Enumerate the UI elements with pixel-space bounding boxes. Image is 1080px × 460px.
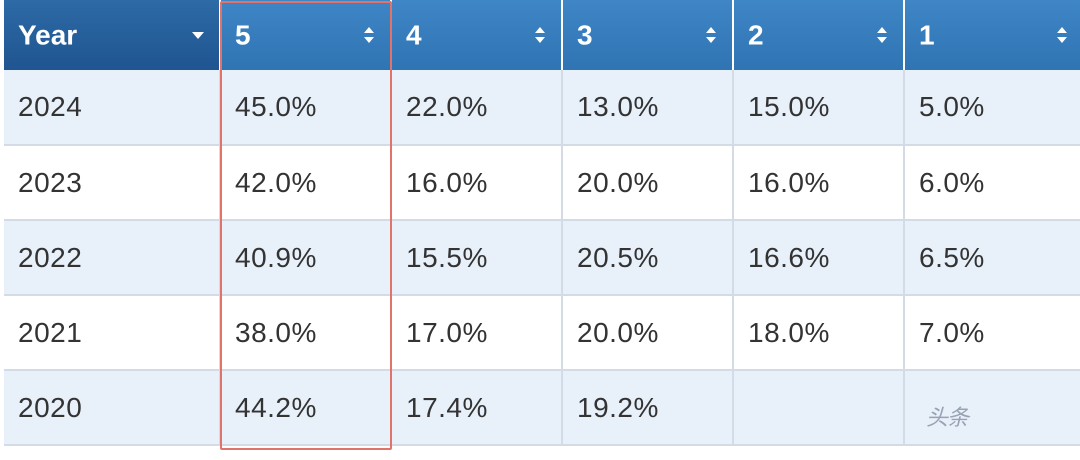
column-header-label: 3 — [577, 19, 593, 51]
column-header-label: 1 — [919, 19, 935, 51]
cell-1: 6.5% — [904, 220, 1080, 296]
column-header-label: 4 — [406, 19, 422, 51]
data-table: Year 5 4 3 — [4, 0, 1080, 446]
column-header-4[interactable]: 4 — [391, 0, 563, 70]
column-header-2[interactable]: 2 — [733, 0, 905, 70]
table-row: 2024 45.0% 22.0% 13.0% 15.0% 5.0% — [4, 70, 1080, 146]
table-row: 2023 42.0% 16.0% 20.0% 16.0% 6.0% — [4, 145, 1080, 221]
table-body: 2024 45.0% 22.0% 13.0% 15.0% 5.0% 2023 4… — [4, 70, 1080, 446]
cell-4: 16.0% — [391, 145, 563, 221]
column-header-3[interactable]: 3 — [562, 0, 734, 70]
cell-3: 20.0% — [562, 295, 734, 371]
cell-5: 44.2% — [220, 370, 392, 446]
cell-3: 20.0% — [562, 145, 734, 221]
sort-updown-icon[interactable] — [875, 24, 889, 46]
column-header-label: Year — [18, 19, 78, 51]
cell-4: 17.0% — [391, 295, 563, 371]
sort-updown-icon[interactable] — [362, 24, 376, 46]
cell-5: 38.0% — [220, 295, 392, 371]
cell-2: 16.0% — [733, 145, 905, 221]
cell-2: 15.0% — [733, 70, 905, 146]
cell-year: 2020 — [4, 370, 221, 446]
column-header-1[interactable]: 1 — [904, 0, 1080, 70]
cell-4: 15.5% — [391, 220, 563, 296]
sort-updown-icon[interactable] — [1055, 24, 1069, 46]
cell-year: 2024 — [4, 70, 221, 146]
table-row: 2021 38.0% 17.0% 20.0% 18.0% 7.0% — [4, 295, 1080, 371]
caret-down-icon[interactable] — [191, 24, 205, 46]
cell-5: 45.0% — [220, 70, 392, 146]
column-header-label: 5 — [235, 19, 251, 51]
cell-year: 2021 — [4, 295, 221, 371]
cell-year: 2023 — [4, 145, 221, 221]
sort-updown-icon[interactable] — [533, 24, 547, 46]
cell-5: 42.0% — [220, 145, 392, 221]
table-row: 2020 44.2% 17.4% 19.2% — [4, 370, 1080, 446]
cell-5: 40.9% — [220, 220, 392, 296]
column-header-year[interactable]: Year — [4, 0, 221, 70]
cell-2: 16.6% — [733, 220, 905, 296]
column-header-5[interactable]: 5 — [220, 0, 392, 70]
table-header: Year 5 4 3 — [4, 0, 1080, 70]
cell-4: 17.4% — [391, 370, 563, 446]
cell-3: 19.2% — [562, 370, 734, 446]
watermark: 头条 — [926, 405, 969, 430]
cell-3: 20.5% — [562, 220, 734, 296]
cell-3: 13.0% — [562, 70, 734, 146]
cell-1 — [904, 370, 1080, 446]
column-header-label: 2 — [748, 19, 764, 51]
cell-year: 2022 — [4, 220, 221, 296]
cell-2: 18.0% — [733, 295, 905, 371]
cell-4: 22.0% — [391, 70, 563, 146]
cell-1: 7.0% — [904, 295, 1080, 371]
cell-2 — [733, 370, 905, 446]
sort-updown-icon[interactable] — [704, 24, 718, 46]
cell-1: 6.0% — [904, 145, 1080, 221]
cell-1: 5.0% — [904, 70, 1080, 146]
table-row: 2022 40.9% 15.5% 20.5% 16.6% 6.5% — [4, 220, 1080, 296]
